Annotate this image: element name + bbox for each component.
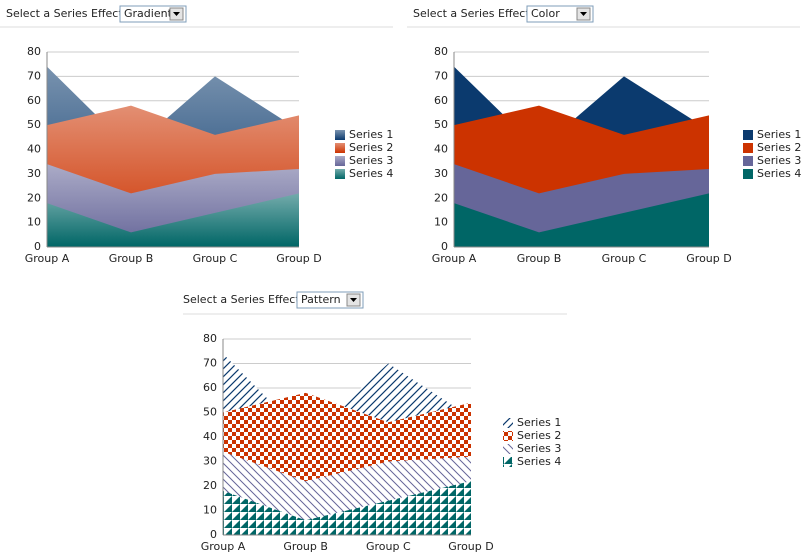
legend-swatch [503,418,513,428]
legend-swatch [335,156,345,166]
legend-swatch [335,130,345,140]
legend-swatch [503,457,513,467]
y-tick-label: 0 [210,528,217,541]
legend-label: Series 1 [757,128,801,141]
x-tick-label: Group B [283,540,328,553]
y-tick-label: 50 [203,406,217,419]
y-tick-label: 20 [27,191,41,204]
select-arrow [350,298,357,302]
y-tick-label: 70 [434,69,448,82]
legend-label: Series 3 [757,154,801,167]
select-value: Color [531,7,560,20]
x-tick-label: Group D [448,540,493,553]
legend-label: Series 3 [349,154,393,167]
x-tick-label: Group C [193,252,238,265]
legend-label: Series 1 [517,416,561,429]
y-tick-label: 30 [27,167,41,180]
legend-swatch [743,130,753,140]
y-tick-label: 40 [203,430,217,443]
y-tick-label: 30 [434,167,448,180]
y-tick-label: 60 [203,381,217,394]
x-tick-label: Group D [276,252,321,265]
y-tick-label: 70 [203,357,217,370]
x-tick-label: Group D [686,252,731,265]
y-tick-label: 20 [203,479,217,492]
control-label: Select a Series Effect: [413,7,533,20]
legend-label: Series 3 [517,442,561,455]
legend-label: Series 2 [757,141,801,154]
legend-label: Series 2 [349,141,393,154]
area [223,481,471,535]
y-tick-label: 0 [34,240,41,253]
select-arrow [173,12,180,16]
legend-label: Series 1 [349,128,393,141]
x-tick-label: Group A [25,252,70,265]
y-tick-label: 80 [203,332,217,345]
y-tick-label: 50 [434,118,448,131]
y-tick-label: 30 [203,455,217,468]
y-tick-label: 10 [203,504,217,517]
legend-label: Series 4 [517,455,561,468]
y-tick-label: 70 [27,69,41,82]
y-tick-label: 50 [27,118,41,131]
area [454,193,709,247]
legend-swatch [335,169,345,179]
legend-swatch [503,431,513,441]
area [47,193,299,247]
select-arrow [580,12,587,16]
x-tick-label: Group C [602,252,647,265]
legend-swatch [743,143,753,153]
y-tick-label: 0 [441,240,448,253]
y-tick-label: 60 [434,94,448,107]
select-value: Pattern [301,293,341,306]
y-tick-label: 40 [434,143,448,156]
x-tick-label: Group A [432,252,477,265]
y-tick-label: 60 [27,94,41,107]
y-tick-label: 10 [27,216,41,229]
x-tick-label: Group B [109,252,154,265]
x-tick-label: Group A [201,540,246,553]
legend-label: Series 4 [349,167,393,180]
control-label: Select a Series Effect: [183,293,303,306]
control-label: Select a Series Effect: [6,7,126,20]
legend-label: Series 2 [517,429,561,442]
legend-swatch [743,169,753,179]
y-tick-label: 20 [434,191,448,204]
y-tick-label: 80 [27,45,41,58]
legend-swatch [503,444,513,454]
legend-swatch [743,156,753,166]
y-tick-label: 10 [434,216,448,229]
legend-label: Series 4 [757,167,801,180]
x-tick-label: Group C [366,540,411,553]
x-tick-label: Group B [517,252,562,265]
y-tick-label: 80 [434,45,448,58]
y-tick-label: 40 [27,143,41,156]
legend-swatch [335,143,345,153]
select-value: Gradient [124,7,173,20]
